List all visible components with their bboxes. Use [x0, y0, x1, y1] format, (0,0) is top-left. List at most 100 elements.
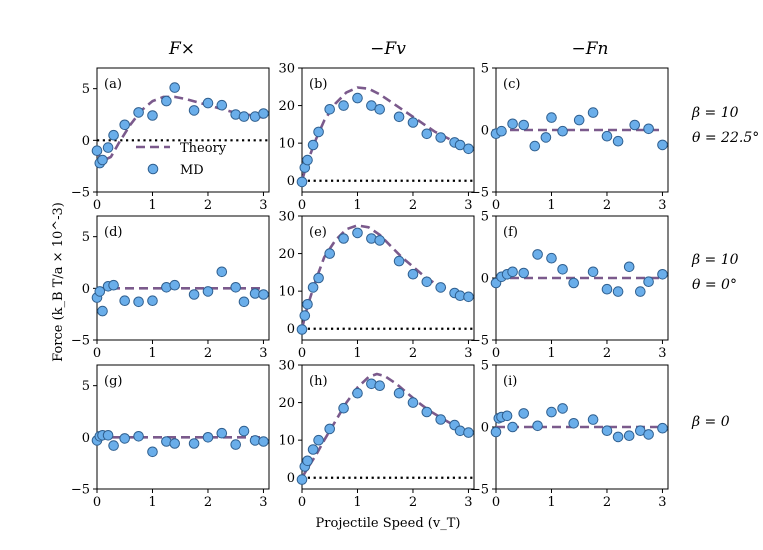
- panel-b-ytick-label: 0: [287, 174, 295, 189]
- panel-c-md-point: [546, 112, 557, 123]
- panel-e-md-point: [324, 248, 336, 259]
- panel-h-ytick-label: 10: [278, 434, 295, 449]
- panel-g-ytick-label: 0: [82, 431, 90, 446]
- panel-f-md-point: [507, 266, 518, 278]
- panel-a-label: (a): [104, 77, 122, 92]
- panel-a-md-point: [97, 154, 108, 166]
- panel-f: 0 1 2 3−505(f): [470, 210, 669, 361]
- panel-c-ytick-label: 0: [481, 124, 489, 139]
- panel-d-md-point: [108, 279, 119, 291]
- panel-g-md-point: [169, 438, 180, 449]
- panel-g-md-point: [258, 436, 269, 447]
- panel-b-ytick-label: 30: [278, 62, 295, 77]
- panel-h-md-point: [313, 434, 324, 446]
- panel-e-md-point: [307, 282, 319, 293]
- panel-c-xtick-label: 3: [658, 198, 666, 213]
- panel-f-md-point: [643, 276, 654, 288]
- panel-e-md-point: [435, 282, 447, 293]
- panel-b-md-point: [338, 100, 349, 111]
- panel-i-xtick-label: 3: [658, 495, 666, 510]
- panel-f-label: (f): [503, 225, 518, 240]
- panel-d-ytick-label: −5: [71, 334, 90, 349]
- panel-h-md-point: [307, 444, 319, 455]
- panel-d-md-point: [230, 282, 241, 293]
- panel-a-frame: [96, 67, 270, 193]
- panel-d-md-point: [147, 295, 158, 307]
- panel-h-md-point: [324, 423, 336, 435]
- panel-e-xtick-label: 2: [409, 346, 417, 361]
- panel-g-md-point: [102, 430, 114, 441]
- panel-e-md-point: [352, 227, 363, 239]
- panel-f-ytick-label: 5: [481, 210, 489, 225]
- panel-d-md-point: [216, 266, 228, 278]
- panel-b-ytick-label: 20: [278, 99, 295, 114]
- panel-g-md-point: [108, 440, 119, 451]
- panel-f-xtick-label: 1: [547, 346, 555, 361]
- panel-g-xtick-label: 0: [93, 495, 101, 510]
- panel-d-xtick-label: 0: [93, 346, 101, 361]
- panel-e-md-point: [407, 268, 419, 280]
- panel-a-md-point: [188, 105, 200, 116]
- panel-e-md-point: [313, 272, 324, 284]
- panel-b-md-point: [374, 104, 386, 115]
- panel-i-md-point: [557, 403, 568, 414]
- panel-h-md-point: [407, 397, 419, 408]
- panel-g-xtick-label: 2: [204, 495, 212, 510]
- panel-g-label: (g): [104, 374, 122, 389]
- panel-b-xtick-label: 3: [464, 198, 472, 213]
- panel-b-theory-curve: [300, 86, 470, 182]
- panel-c-md-point: [529, 140, 541, 152]
- panel-h-xtick-label: 0: [298, 495, 306, 510]
- panel-b-xtick-label: 2: [409, 198, 417, 213]
- panel-f-md-point: [587, 266, 599, 278]
- panel-f-md-point: [657, 269, 668, 280]
- panel-i-md-point: [568, 418, 580, 429]
- panel-i-ytick-label: 0: [481, 421, 489, 436]
- panel-i-ytick-label: 5: [481, 359, 489, 374]
- panel-d-md-point: [169, 279, 180, 291]
- panel-g-md-point: [188, 438, 200, 449]
- panel-h-md-point: [393, 387, 405, 399]
- panel-a-md-point: [91, 145, 103, 156]
- panel-g-ytick-label: 5: [82, 379, 90, 394]
- panel-e-md-point: [393, 255, 405, 267]
- panel-e-md-point: [374, 235, 386, 246]
- panel-c-xtick-label: 1: [547, 198, 555, 213]
- panel-a-md-point: [119, 119, 130, 131]
- x-axis-label: Projectile Speed (v_T): [316, 516, 461, 531]
- panel-c-md-point: [540, 132, 552, 143]
- panel-a-ytick-label: 5: [82, 82, 90, 97]
- panel-a-md-point: [216, 99, 228, 111]
- panel-e-md-point: [302, 299, 313, 310]
- panel-c-ytick-label: 5: [481, 62, 489, 77]
- panel-h-md-point: [435, 414, 447, 425]
- panel-a-md-point: [238, 111, 250, 122]
- panel-a: 0 1 2 3−505 (a): [71, 67, 270, 213]
- panel-i-ytick-label: −5: [470, 483, 489, 498]
- panel-d-xtick-label: 3: [259, 346, 267, 361]
- panel-e-frame: [301, 215, 475, 341]
- panel-h-ytick-label: 0: [287, 471, 295, 486]
- panel-g-md-point: [133, 431, 144, 442]
- panel-f-md-point: [635, 286, 646, 297]
- panel-f-md-point: [568, 277, 580, 289]
- row1-beta-annotation: β = 10: [691, 105, 739, 121]
- panel-h-md-point: [352, 387, 363, 399]
- panel-d-ytick-label: 5: [82, 230, 90, 245]
- panel-i: 0 1 2 3−505(i): [470, 359, 669, 510]
- panel-e-ytick-label: 20: [278, 247, 295, 262]
- panel-h-md-point: [296, 474, 308, 485]
- panel-i-xtick-label: 2: [603, 495, 611, 510]
- panel-i-md-point: [643, 429, 654, 440]
- panel-h-label: (h): [309, 374, 328, 389]
- panel-a-md-point: [133, 107, 144, 118]
- panel-c-md-point: [612, 135, 624, 147]
- panel-d-md-point: [94, 286, 106, 297]
- panel-b-md-point: [435, 132, 447, 143]
- panel-f-md-point: [623, 261, 635, 273]
- legend-md-marker: [147, 163, 159, 175]
- panel-c-md-point: [557, 125, 568, 137]
- panel-f-md-point: [557, 264, 568, 275]
